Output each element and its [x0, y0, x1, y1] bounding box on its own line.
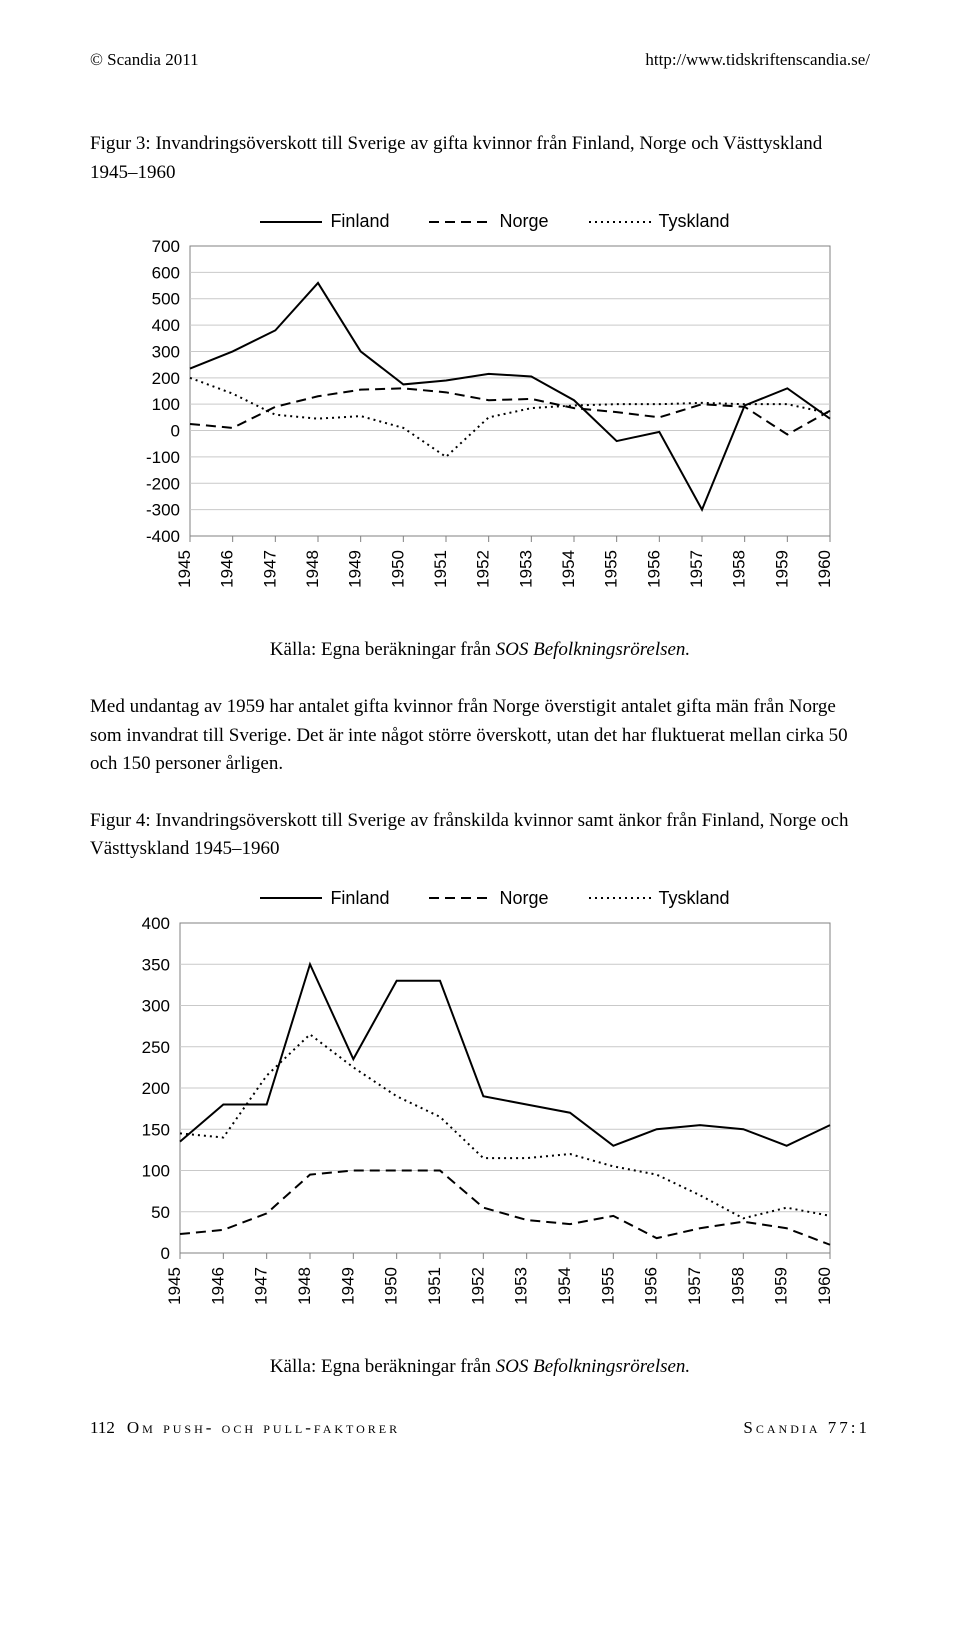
svg-text:350: 350	[142, 955, 170, 974]
figure3-chart: Finland Norge Tyskland 700 600 500 400 300 200 1…	[120, 211, 870, 611]
footer-journal: Scandia 77:1	[743, 1418, 870, 1438]
legend-item: Finland	[260, 888, 389, 909]
legend-label: Norge	[499, 888, 548, 909]
figure3-source-italic: SOS Befolkningsrörelsen.	[496, 639, 691, 660]
legend-label: Tyskland	[659, 211, 730, 232]
svg-text:1955: 1955	[598, 1267, 617, 1305]
figure3-svg: 700 600 500 400 300 200 100 0 -100 -200 -300 -400 19…	[120, 236, 840, 606]
svg-text:300: 300	[142, 996, 170, 1015]
svg-text:400: 400	[142, 914, 170, 933]
legend-item: Tyskland	[589, 888, 730, 909]
figure4-svg: 400 350 300 250 200 150 100 50 0 1945 1946 1947 1948…	[120, 913, 840, 1323]
svg-text:1952: 1952	[468, 1267, 487, 1305]
svg-text:150: 150	[142, 1120, 170, 1139]
legend-label: Tyskland	[659, 888, 730, 909]
svg-text:-300: -300	[146, 501, 180, 520]
figure4-chart: Finland Norge Tyskland 400 350 300 250 200 150 1…	[120, 888, 870, 1328]
svg-text:1957: 1957	[687, 550, 706, 588]
legend-label: Norge	[499, 211, 548, 232]
svg-text:1959: 1959	[772, 1267, 791, 1305]
page-header: © Scandia 2011 http://www.tidskriftensca…	[90, 50, 870, 70]
figure4-source-prefix: Källa: Egna beräkningar från	[270, 1356, 496, 1377]
svg-text:1958: 1958	[730, 550, 749, 588]
svg-text:1948: 1948	[303, 550, 322, 588]
svg-text:1945: 1945	[175, 550, 194, 588]
svg-text:1950: 1950	[388, 550, 407, 588]
svg-text:1953: 1953	[512, 1267, 531, 1305]
legend-item: Tyskland	[589, 211, 730, 232]
svg-text:400: 400	[152, 316, 180, 335]
svg-text:1952: 1952	[474, 550, 493, 588]
svg-text:100: 100	[142, 1161, 170, 1180]
svg-text:1949: 1949	[338, 1267, 357, 1305]
footer-left: 112 Om push- och pull-faktorer	[90, 1418, 400, 1438]
svg-text:1951: 1951	[425, 1267, 444, 1305]
legend-label: Finland	[330, 888, 389, 909]
figure3-legend: Finland Norge Tyskland	[120, 211, 870, 232]
svg-text:-100: -100	[146, 448, 180, 467]
figure4-source: Källa: Egna beräkningar från SOS Befolkn…	[90, 1356, 870, 1378]
svg-text:1960: 1960	[815, 550, 834, 588]
svg-text:1946: 1946	[218, 550, 237, 588]
copyright: © Scandia 2011	[90, 50, 199, 70]
svg-text:1954: 1954	[559, 550, 578, 588]
svg-text:1947: 1947	[260, 550, 279, 588]
page-number: 112	[90, 1418, 115, 1438]
svg-text:50: 50	[151, 1202, 170, 1221]
svg-text:1946: 1946	[208, 1267, 227, 1305]
legend-label: Finland	[330, 211, 389, 232]
svg-text:1947: 1947	[252, 1267, 271, 1305]
body-paragraph: Med undantag av 1959 har antalet gifta k…	[90, 693, 870, 779]
svg-text:0: 0	[161, 1244, 170, 1263]
svg-text:1959: 1959	[772, 550, 791, 588]
svg-text:250: 250	[142, 1037, 170, 1056]
figure3-source-prefix: Källa: Egna beräkningar från	[270, 639, 496, 660]
svg-text:1954: 1954	[555, 1267, 574, 1305]
footer-title: Om push- och pull-faktorer	[127, 1418, 400, 1438]
svg-text:1955: 1955	[602, 550, 621, 588]
figure3-source: Källa: Egna beräkningar från SOS Befolkn…	[90, 639, 870, 661]
svg-text:600: 600	[152, 263, 180, 282]
legend-item: Norge	[429, 211, 548, 232]
svg-text:700: 700	[152, 237, 180, 256]
svg-text:1953: 1953	[516, 550, 535, 588]
legend-item: Finland	[260, 211, 389, 232]
figure4-caption: Figur 4: Invandringsöverskott till Sveri…	[90, 807, 870, 864]
svg-text:1949: 1949	[346, 550, 365, 588]
svg-text:1948: 1948	[295, 1267, 314, 1305]
svg-text:1950: 1950	[382, 1267, 401, 1305]
header-url: http://www.tidskriftenscandia.se/	[645, 50, 870, 70]
svg-text:1957: 1957	[685, 1267, 704, 1305]
svg-text:1958: 1958	[728, 1267, 747, 1305]
svg-text:0: 0	[171, 422, 180, 441]
svg-text:500: 500	[152, 290, 180, 309]
figure3-caption: Figur 3: Invandringsöverskott till Sveri…	[90, 130, 870, 187]
svg-text:1956: 1956	[644, 550, 663, 588]
svg-text:-200: -200	[146, 474, 180, 493]
svg-text:1956: 1956	[642, 1267, 661, 1305]
figure4-legend: Finland Norge Tyskland	[120, 888, 870, 909]
svg-text:1960: 1960	[815, 1267, 834, 1305]
figure4-source-italic: SOS Befolkningsrörelsen.	[496, 1356, 691, 1377]
svg-text:200: 200	[152, 369, 180, 388]
page-footer: 112 Om push- och pull-faktorer Scandia 7…	[90, 1418, 870, 1438]
svg-text:300: 300	[152, 342, 180, 361]
svg-text:200: 200	[142, 1079, 170, 1098]
svg-text:1945: 1945	[165, 1267, 184, 1305]
svg-text:100: 100	[152, 395, 180, 414]
svg-text:1951: 1951	[431, 550, 450, 588]
legend-item: Norge	[429, 888, 548, 909]
svg-text:-400: -400	[146, 527, 180, 546]
